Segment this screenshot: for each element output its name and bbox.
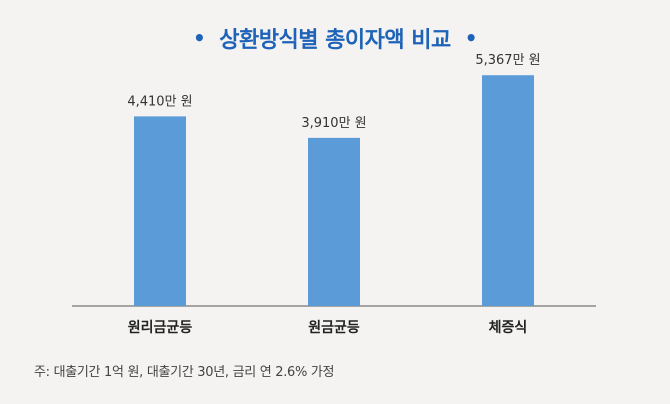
category-label-2: 체증식 bbox=[489, 320, 528, 336]
title-bullet-left: • bbox=[192, 26, 206, 50]
data-label-1: 3,910만 원 bbox=[301, 116, 366, 131]
bar-1 bbox=[308, 137, 360, 306]
data-label-2: 5,367만 원 bbox=[475, 53, 540, 68]
bar-0 bbox=[134, 116, 186, 307]
category-label-1: 원금균등 bbox=[308, 320, 360, 336]
title-bullet-right: • bbox=[464, 26, 478, 50]
category-label-0: 원리금균등 bbox=[128, 320, 193, 336]
chart-title: 상환방식별 총이자액 비교 bbox=[219, 28, 451, 53]
chart-title-row: • 상환방식별 총이자액 비교 • bbox=[0, 22, 670, 54]
data-label-0: 4,410만 원 bbox=[127, 94, 192, 109]
footnote: 주: 대출기간 1억 원, 대출기간 30년, 금리 연 2.6% 가정 bbox=[34, 365, 335, 380]
bar-2 bbox=[482, 75, 534, 307]
